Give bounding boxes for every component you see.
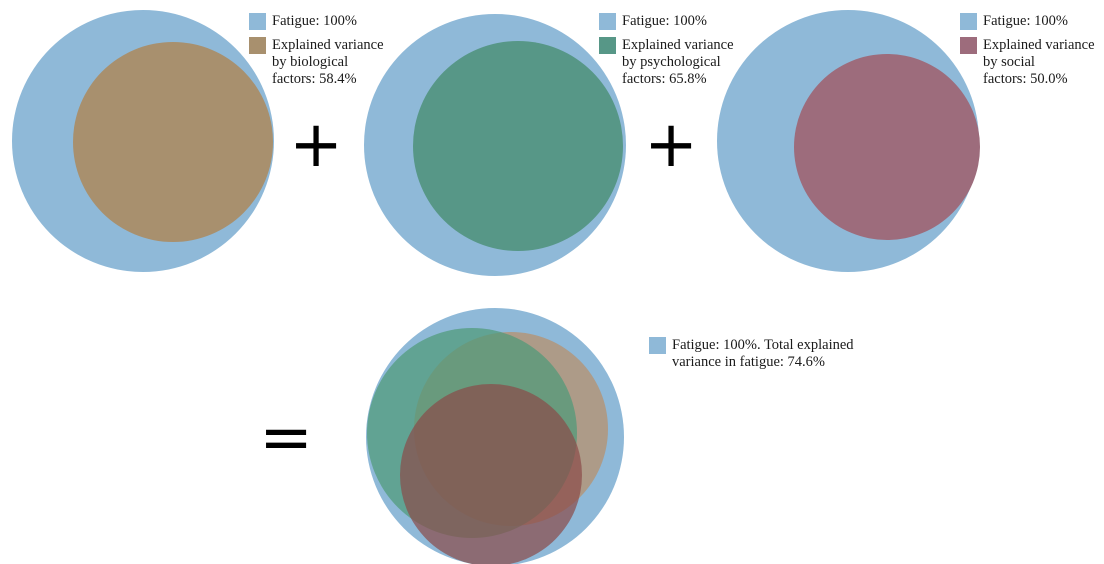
combined-label: Fatigue: 100%. Total explained variance … — [672, 337, 854, 370]
panel-social — [717, 10, 980, 272]
panel-biological — [12, 10, 274, 272]
plus-operator-1: + — [289, 108, 343, 182]
legend-psychological: Fatigue: 100% Explained variance by psyc… — [599, 13, 734, 95]
legend-row-fatigue: Fatigue: 100% — [599, 13, 734, 30]
fatigue-label: Fatigue: 100% — [272, 13, 357, 29]
psychological-swatch — [599, 37, 616, 54]
factor-circle-psychological — [413, 41, 623, 251]
equals-operator: = — [259, 401, 313, 475]
plus-operator-2: + — [644, 108, 698, 182]
legend-row-fatigue: Fatigue: 100% — [960, 13, 1095, 30]
factor-circle-social — [794, 54, 980, 240]
biological-factor-label: Explained variance by biological factors… — [272, 37, 384, 87]
psychological-factor-label: Explained variance by psychological fact… — [622, 37, 734, 87]
legend-row-factor: Explained variance by biological factors… — [249, 37, 384, 88]
fatigue-swatch — [599, 13, 616, 30]
legend-row-factor: Explained variance by psychological fact… — [599, 37, 734, 88]
panel-combined — [366, 308, 624, 564]
legend-social: Fatigue: 100% Explained variance by soci… — [960, 13, 1095, 95]
panel-psychological — [364, 14, 626, 276]
fatigue-label: Fatigue: 100% — [983, 13, 1068, 29]
legend-row-factor: Explained variance by social factors: 50… — [960, 37, 1095, 88]
legend-combined: Fatigue: 100%. Total explained variance … — [649, 337, 854, 378]
fatigue-swatch — [249, 13, 266, 30]
legend-row-fatigue: Fatigue: 100% — [249, 13, 384, 30]
social-factor-label: Explained variance by social factors: 50… — [983, 37, 1095, 87]
fatigue-swatch — [649, 337, 666, 354]
legend-row-combined: Fatigue: 100%. Total explained variance … — [649, 337, 854, 371]
factor-circle-biological — [73, 42, 273, 242]
social-swatch — [960, 37, 977, 54]
legend-biological: Fatigue: 100% Explained variance by biol… — [249, 13, 384, 95]
fatigue-label: Fatigue: 100% — [622, 13, 707, 29]
fatigue-swatch — [960, 13, 977, 30]
combined-social-circle — [400, 384, 582, 564]
biological-swatch — [249, 37, 266, 54]
